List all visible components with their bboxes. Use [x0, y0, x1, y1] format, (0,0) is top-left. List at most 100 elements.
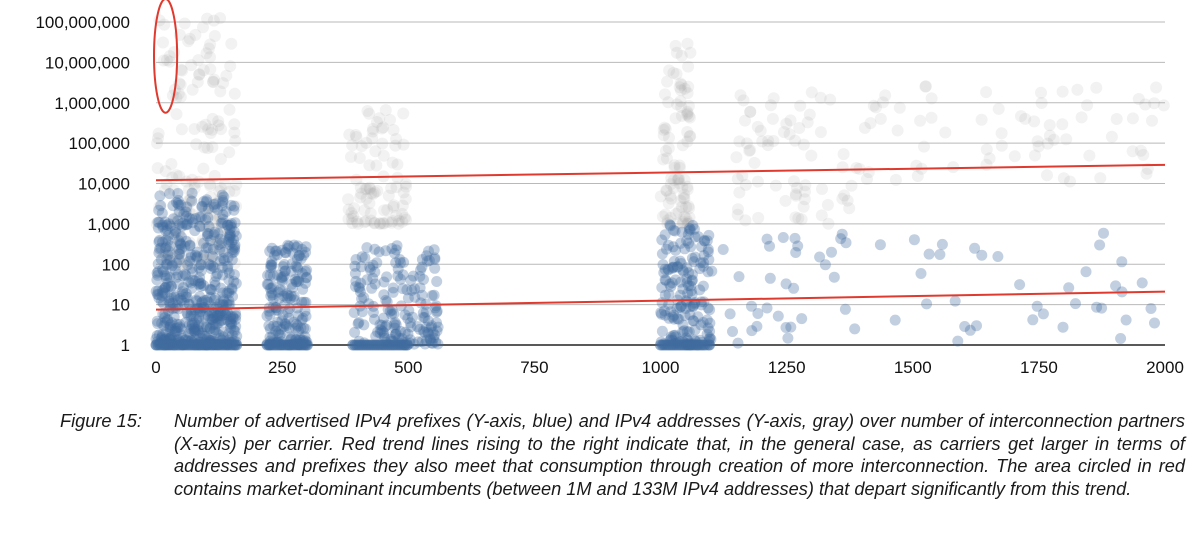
prefix-point [282, 239, 294, 251]
prefix-point [171, 322, 183, 334]
address-point [889, 173, 902, 186]
address-point [995, 127, 1008, 140]
address-point [162, 253, 175, 266]
address-point [1035, 86, 1047, 99]
prefix-point [697, 260, 709, 272]
address-point [201, 142, 214, 155]
address-point [197, 219, 210, 232]
address-point [161, 54, 173, 67]
prefix-point [669, 329, 681, 341]
incumbent-highlight-ellipse [153, 0, 179, 114]
prefix-point [175, 239, 187, 251]
prefix-point [195, 259, 207, 271]
address-point [925, 111, 938, 124]
prefix-point [217, 331, 229, 343]
prefix-point [154, 243, 166, 255]
prefix-point [667, 261, 679, 273]
address-point [368, 216, 381, 229]
prefix-point [226, 329, 238, 341]
prefix-point [389, 317, 401, 329]
prefix-point [300, 310, 312, 322]
prefix-point [388, 319, 400, 331]
address-point [683, 211, 696, 224]
address-point [157, 54, 170, 67]
prefix-point [350, 281, 361, 293]
prefix-point [155, 242, 167, 254]
prefix-point [209, 201, 221, 213]
prefix-point [663, 298, 675, 310]
prefix-point [180, 235, 192, 247]
prefix-point [395, 257, 406, 269]
address-point [345, 150, 357, 163]
address-point [673, 161, 686, 174]
prefix-point [188, 317, 200, 329]
address-point [173, 225, 186, 238]
prefix-point [425, 322, 437, 333]
prefix-point [213, 310, 225, 322]
prefix-point [226, 318, 238, 330]
prefix-point [172, 198, 184, 210]
prefix-point [225, 221, 237, 233]
address-point [168, 239, 181, 252]
address-point [983, 152, 996, 165]
prefix-point [157, 298, 169, 309]
prefix-point [170, 196, 182, 208]
prefix-point [193, 262, 205, 274]
address-point [675, 201, 688, 214]
prefix-point [183, 276, 195, 288]
prefix-point [425, 334, 436, 346]
address-point [347, 210, 360, 223]
address-point [208, 73, 221, 86]
prefix-point [392, 270, 404, 282]
address-point [1157, 99, 1170, 112]
address-point [186, 83, 199, 96]
prefix-point [180, 291, 192, 303]
address-point [152, 127, 165, 140]
prefix-point [272, 269, 284, 281]
prefix-point [751, 320, 763, 332]
prefix-point [675, 237, 687, 249]
prefix-point [659, 229, 671, 241]
address-point [660, 145, 672, 157]
prefix-point [409, 283, 421, 295]
prefix-point [685, 241, 697, 253]
address-point [189, 28, 202, 41]
prefix-point [151, 274, 163, 286]
address-point [368, 186, 381, 199]
prefix-point [378, 276, 390, 288]
prefix-point [207, 251, 219, 263]
prefix-point [157, 287, 169, 299]
prefix-point [177, 288, 189, 300]
prefix-point [167, 297, 179, 309]
prefix-point [282, 243, 294, 254]
address-point [398, 211, 411, 224]
prefix-point [207, 243, 219, 255]
prefix-point [293, 250, 305, 261]
prefix-point [373, 246, 385, 258]
address-point [188, 123, 201, 135]
y-tick-label: 1 [121, 336, 130, 355]
address-point [197, 21, 209, 34]
prefix-point [218, 191, 230, 203]
prefix-point [301, 264, 313, 276]
address-point [202, 221, 215, 234]
address-point [169, 216, 182, 228]
prefix-point [156, 295, 167, 307]
prefix-point [164, 324, 176, 336]
y-tick-label: 100 [102, 255, 130, 274]
prefix-point [1136, 277, 1148, 289]
address-point [799, 179, 812, 192]
prefix-point [686, 288, 698, 300]
prefix-point [199, 295, 211, 306]
prefix-point [681, 235, 693, 247]
address-point [789, 188, 802, 201]
prefix-point [699, 339, 711, 351]
prefix-point [205, 235, 217, 246]
prefix-point [655, 307, 667, 319]
prefix-point [229, 239, 241, 251]
prefix-point [223, 274, 235, 286]
address-point [163, 55, 176, 68]
prefix-point [391, 240, 403, 252]
prefix-point [277, 261, 289, 273]
address-point [761, 139, 774, 152]
